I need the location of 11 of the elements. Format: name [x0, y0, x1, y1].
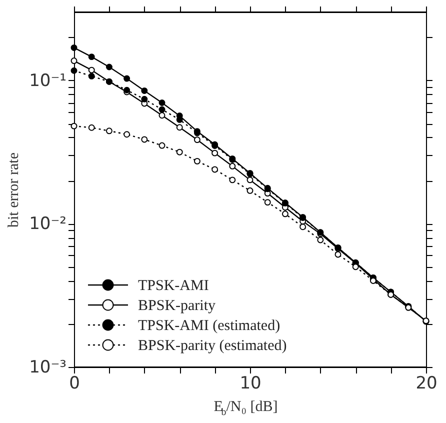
- legend-label: BPSK-parity: [138, 298, 216, 314]
- y-tick-label: 10⁻³: [29, 358, 66, 378]
- y-tick-label: 10⁻¹: [29, 70, 66, 91]
- y-axis-title: bit error rate: [6, 152, 22, 228]
- y-tick-label: 10⁻²: [29, 214, 66, 234]
- legend-label: BPSK-parity (estimated): [138, 338, 287, 354]
- x-tick-label: 10: [240, 374, 262, 394]
- x-tick-label: 20: [416, 374, 438, 394]
- legend-label: TPSK-AMI (estimated): [138, 318, 280, 334]
- legend-label: TPSK-AMI: [138, 278, 209, 294]
- x-tick-label: 0: [69, 374, 80, 394]
